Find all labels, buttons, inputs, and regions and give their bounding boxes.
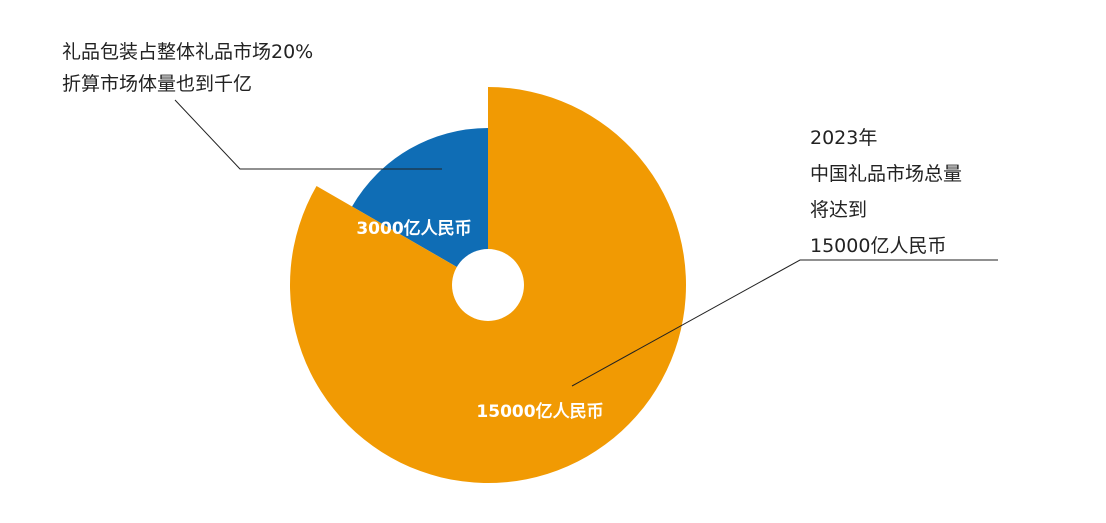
annotation-left-line-1: 礼品包装占整体礼品市场20% [62, 41, 314, 63]
annotation-right-line-4: 15000亿人民币 [810, 235, 947, 257]
leader-line-left [174, 99, 442, 170]
annotation-left-line-2: 折算市场体量也到千亿 [62, 73, 253, 95]
annotation-right: 2023年 中国礼品市场总量 将达到 15000亿人民币 [810, 120, 962, 264]
leader-line-right [571, 259, 998, 387]
slice-label-15000: 15000亿人民币 [476, 401, 603, 422]
annotation-right-line-2: 中国礼品市场总量 [810, 163, 963, 185]
slice-label-3000: 3000亿人民币 [356, 218, 471, 239]
annotation-left: 礼品包装占整体礼品市场20% 折算市场体量也到千亿 [62, 36, 313, 100]
pie-slice-3000 [352, 128, 488, 285]
donut-hole [452, 249, 524, 321]
annotation-right-line-3: 将达到 [810, 199, 868, 221]
annotation-right-line-1: 2023年 [810, 127, 878, 149]
